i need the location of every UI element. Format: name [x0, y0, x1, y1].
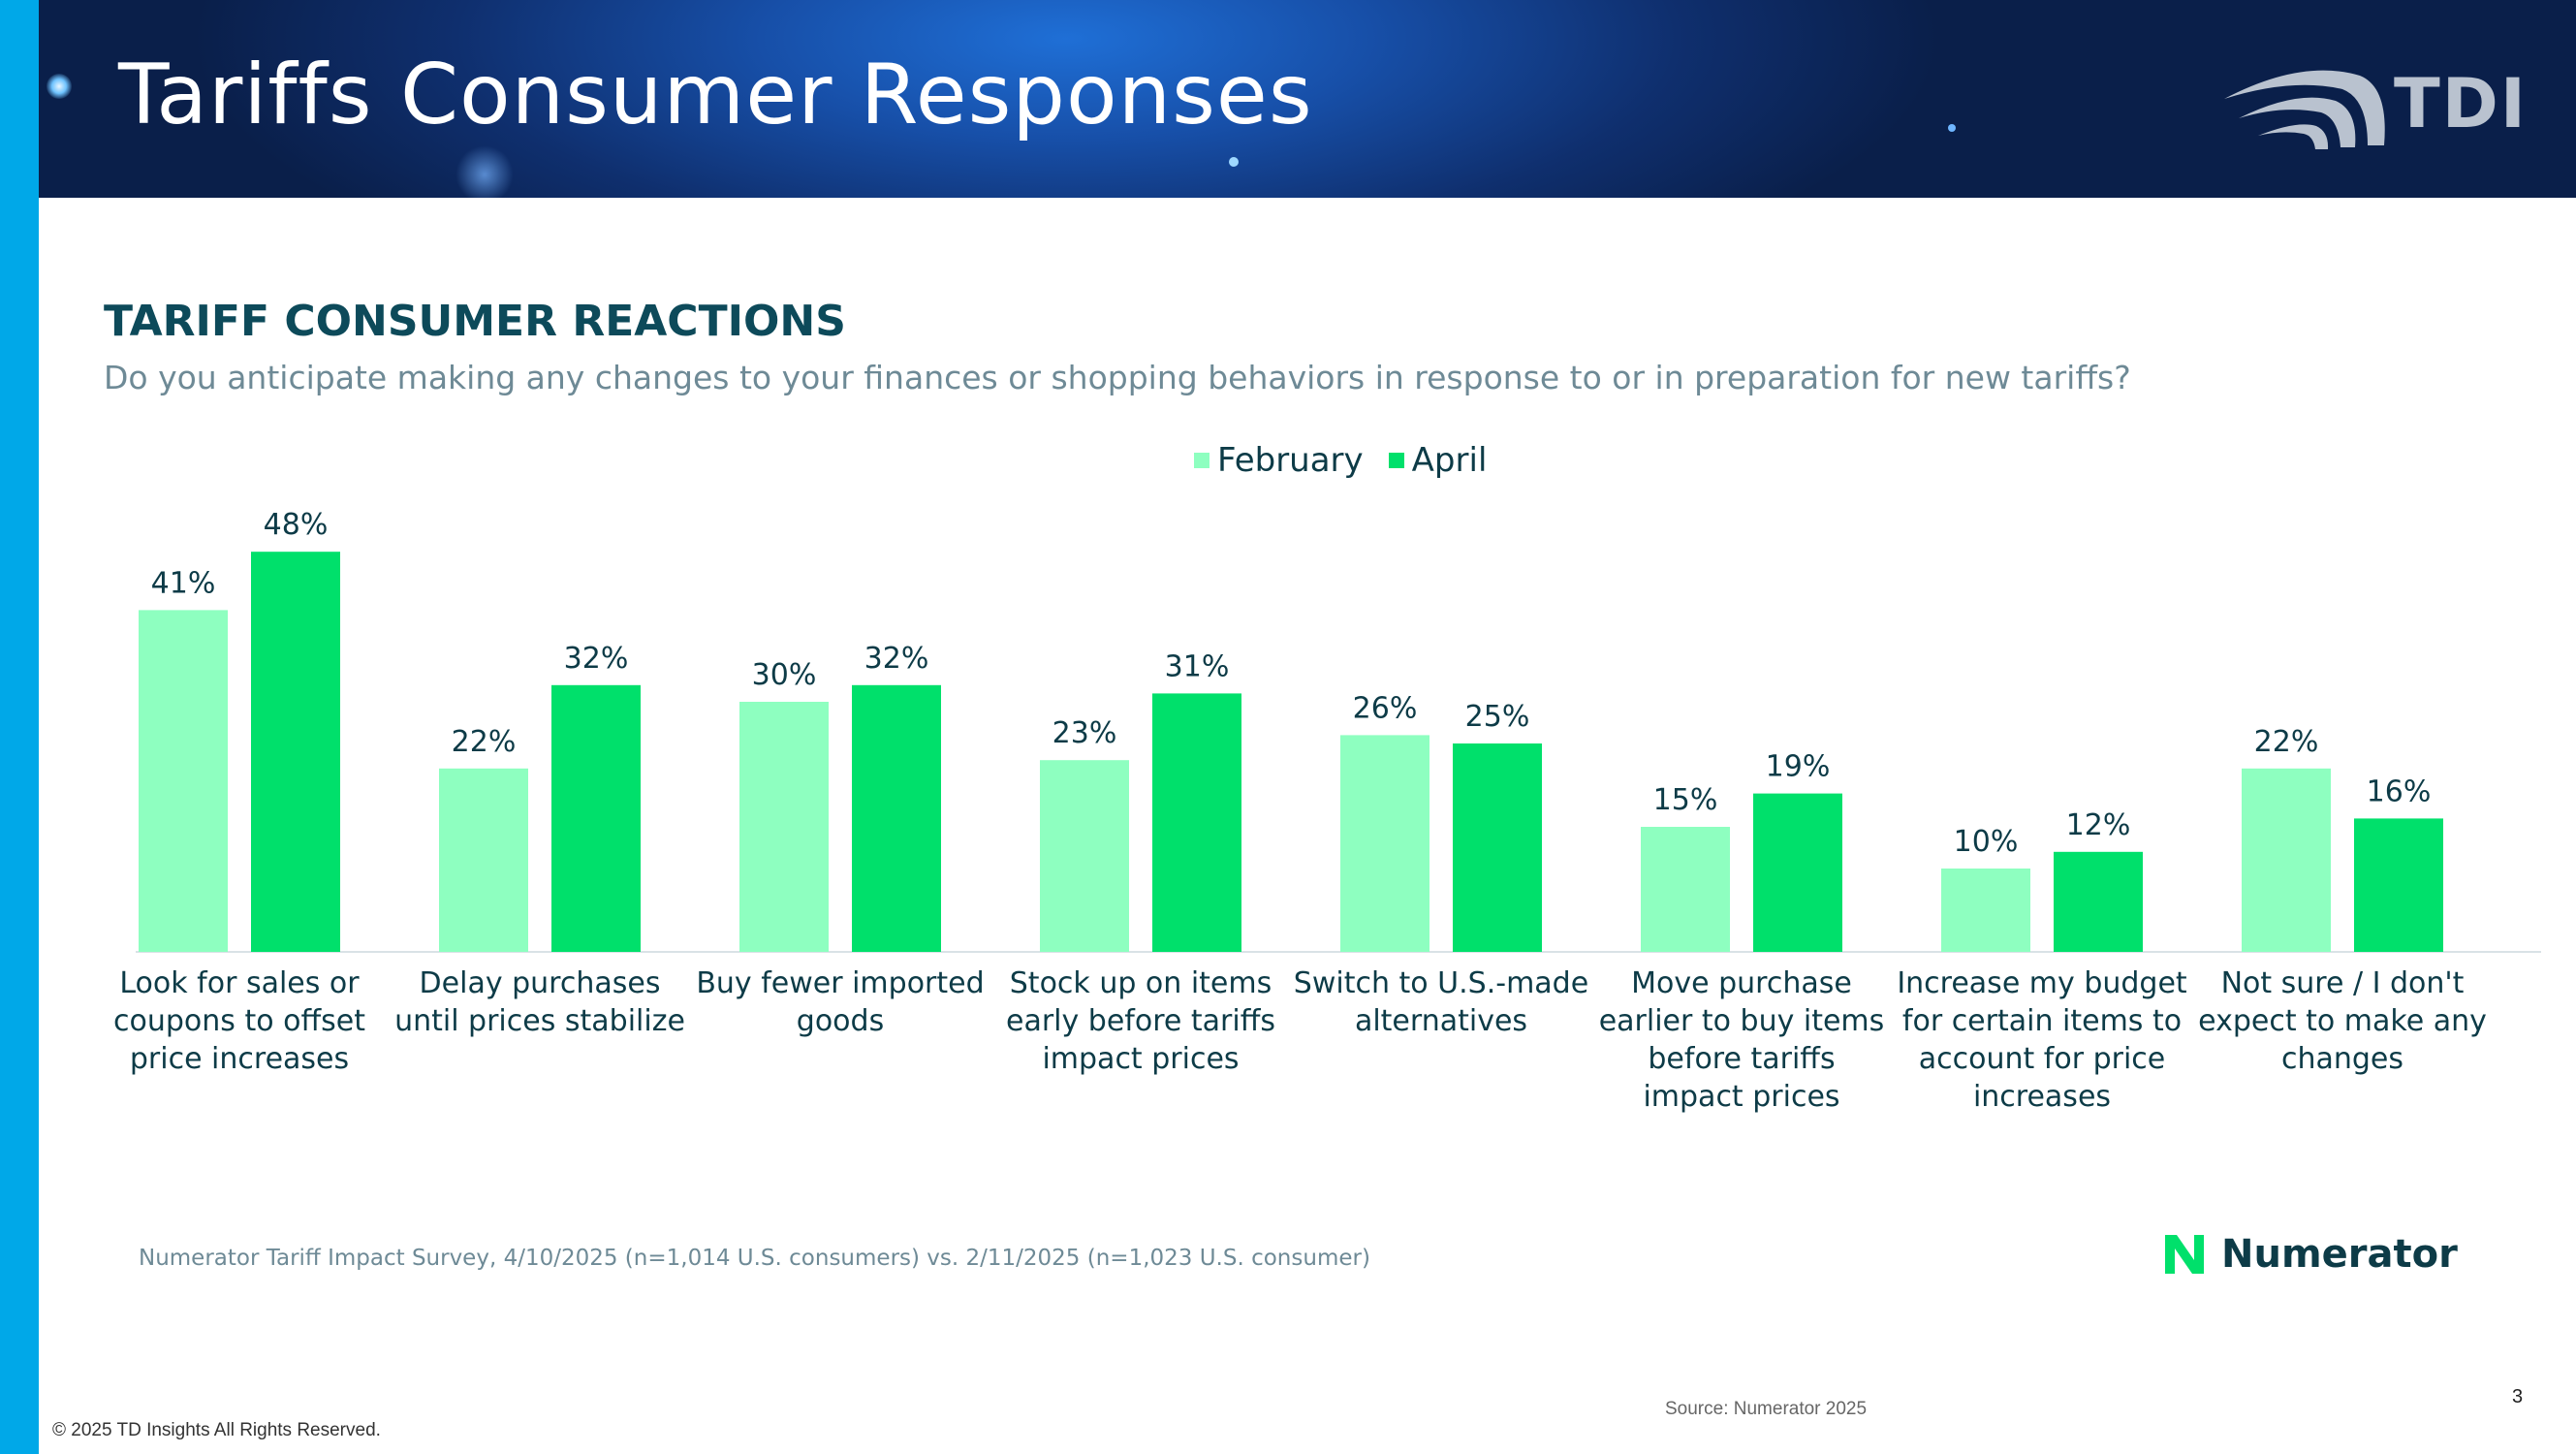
bar-february-3: [1040, 760, 1129, 952]
legend-label-february: February: [1217, 441, 1364, 480]
category-label-line: impact prices: [1042, 1042, 1239, 1076]
category-label-line: coupons to offset: [113, 1004, 365, 1038]
category-label-line: increases: [1973, 1080, 2111, 1114]
bar-february-0: [139, 610, 228, 952]
data-label-february-1: 22%: [452, 725, 517, 759]
category-label-line: earlier to buy items: [1599, 1004, 1885, 1038]
chart-legend: February April: [1194, 441, 1512, 480]
bar-april-4: [1453, 743, 1542, 952]
source-note: Source: Numerator 2025: [1665, 1399, 1868, 1419]
page-number: 3: [2512, 1386, 2524, 1407]
bar-april-2: [852, 684, 941, 952]
category-label-line: for certain items to: [1902, 1004, 2182, 1038]
data-label-april-3: 31%: [1165, 649, 1230, 683]
glow-dot: [47, 74, 72, 99]
bar-april-3: [1152, 693, 1241, 952]
header-banner: Tariffs Consumer Responses TDI: [0, 0, 2576, 198]
data-label-february-3: 23%: [1052, 716, 1117, 750]
numerator-logo-text: Numerator: [2221, 1232, 2458, 1277]
side-accent-bar: [0, 0, 39, 1454]
category-label-line: Switch to U.S.-made: [1294, 966, 1588, 1000]
category-label-0: Look for sales or coupons to offset price …: [113, 966, 365, 1076]
survey-footnote: Numerator Tariff Impact Survey, 4/10/202…: [139, 1246, 1370, 1271]
category-label-line: Stock up on items: [1010, 966, 1272, 1000]
bar-february-5: [1641, 827, 1730, 952]
glow-dot: [1229, 157, 1239, 167]
data-label-april-0: 48%: [264, 508, 329, 542]
category-label-line: Move purchase: [1631, 966, 1852, 1000]
category-label-line: early before tariffs: [1006, 1004, 1275, 1038]
data-label-february-0: 41%: [151, 566, 216, 600]
copyright-notice: © 2025 TD Insights All Rights Reserved.: [52, 1420, 381, 1440]
data-label-april-1: 32%: [564, 642, 629, 676]
bar-february-1: [439, 768, 528, 952]
data-label-april-6: 12%: [2066, 808, 2131, 842]
category-label-line: goods: [797, 1004, 884, 1038]
data-label-february-5: 15%: [1653, 783, 1718, 817]
category-label-3: Stock up on items early before tariffs imp…: [1006, 966, 1275, 1076]
category-label-6: Increase my budget for certain items to ac…: [1897, 966, 2187, 1114]
numerator-logo-icon: [2165, 1235, 2204, 1274]
category-label-4: Switch to U.S.-made alternatives: [1294, 966, 1588, 1038]
category-label-5: Move purchase earlier to buy items before …: [1599, 966, 1885, 1114]
bar-february-2: [739, 702, 829, 952]
legend-swatch-april: [1388, 453, 1404, 468]
bar-april-6: [2054, 851, 2143, 952]
category-label-line: changes: [2281, 1042, 2403, 1076]
section-title: TARIFF CONSUMER REACTIONS: [104, 297, 846, 346]
bar-april-5: [1753, 793, 1842, 952]
page-title: Tariffs Consumer Responses: [118, 47, 1313, 143]
category-label-line: Look for sales or: [119, 966, 360, 1000]
category-label-1: Delay purchases until prices stabilize: [394, 966, 685, 1038]
data-label-february-7: 22%: [2254, 725, 2319, 759]
section-subtitle: Do you anticipate making any changes to …: [104, 359, 2131, 396]
category-label-line: Not sure / I don't: [2221, 966, 2465, 1000]
glow-dot: [1948, 124, 1956, 132]
bar-february-4: [1340, 735, 1429, 952]
category-label-7: Not sure / I don't expect to make any chan…: [2198, 966, 2487, 1076]
category-label-line: before tariffs: [1648, 1042, 1835, 1076]
data-label-february-6: 10%: [1954, 825, 2019, 859]
data-label-february-4: 26%: [1353, 691, 1418, 725]
tdi-logo-text: TDI: [2394, 64, 2528, 143]
tdi-logo-icon: [2224, 70, 2385, 149]
glow-dot: [456, 145, 514, 198]
category-label-line: Increase my budget: [1897, 966, 2187, 1000]
data-label-april-7: 16%: [2367, 774, 2432, 808]
data-label-april-4: 25%: [1465, 700, 1530, 734]
category-label-line: Buy fewer imported: [696, 966, 984, 1000]
numerator-logo: Numerator: [2161, 1231, 2458, 1278]
category-label-line: account for price: [1919, 1042, 2166, 1076]
legend-label-april: April: [1411, 441, 1488, 480]
category-label-line: alternatives: [1355, 1004, 1527, 1038]
category-label-line: expect to make any: [2198, 1004, 2487, 1038]
legend-swatch-february: [1194, 453, 1209, 468]
data-label-april-2: 32%: [864, 642, 929, 676]
bar-april-7: [2354, 818, 2443, 952]
legend-item-april: April: [1388, 441, 1488, 480]
category-label-line: price increases: [130, 1042, 349, 1076]
bar-february-6: [1941, 869, 2030, 952]
category-label-2: Buy fewer imported goods: [696, 966, 984, 1038]
category-label-line: impact prices: [1643, 1080, 1839, 1114]
bar-february-7: [2242, 768, 2331, 952]
legend-item-february: February: [1194, 441, 1364, 480]
data-label-february-2: 30%: [752, 658, 817, 692]
bar-april-0: [251, 552, 340, 952]
bar-april-1: [551, 684, 641, 952]
category-label-line: until prices stabilize: [394, 1004, 685, 1038]
data-label-april-5: 19%: [1766, 750, 1831, 784]
category-label-line: Delay purchases: [420, 966, 661, 1000]
